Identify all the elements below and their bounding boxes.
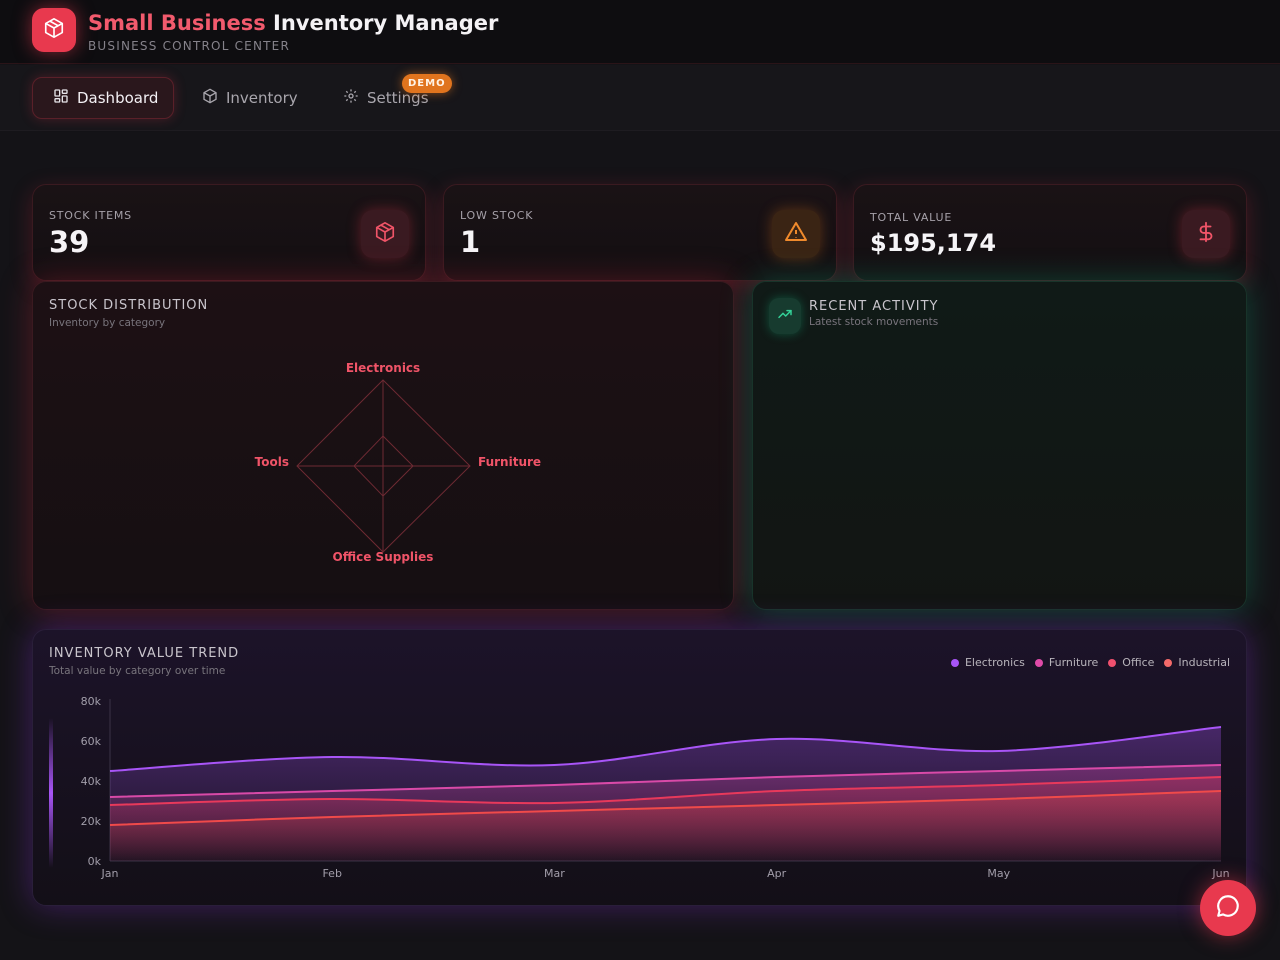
legend-item-industrial: Industrial <box>1164 656 1230 669</box>
series-line-industrial <box>109 790 1222 826</box>
app-title-rest: Inventory Manager <box>273 11 499 35</box>
legend-dot <box>1108 658 1117 667</box>
chat-button[interactable] <box>1200 880 1256 936</box>
stock-distribution-panel: STOCK DISTRIBUTION Inventory by category… <box>32 281 734 610</box>
tab-settings[interactable]: Settings <box>323 77 449 119</box>
legend-dot <box>1164 658 1173 667</box>
radar-label-electronics: Electronics <box>346 361 420 375</box>
tab-inventory[interactable]: Inventory <box>182 77 318 119</box>
series-line-office <box>109 776 1222 806</box>
warning-icon <box>784 220 808 248</box>
radar-label-office-supplies: Office Supplies <box>333 550 434 564</box>
box-icon <box>43 17 65 43</box>
area-chart: 0k 20k 40k 60k 80k Jan Feb Mar Apr May Jun <box>81 695 1230 880</box>
stat-icon-box <box>1182 210 1230 258</box>
tab-inventory-label: Inventory <box>226 89 298 107</box>
stat-value: 1 <box>460 225 481 259</box>
panel-subtitle: Total value by category over time <box>49 665 226 677</box>
legend-dot <box>950 658 959 667</box>
tab-dashboard[interactable]: Dashboard <box>32 77 174 119</box>
x-tick-label: Jan <box>101 867 119 880</box>
stat-icon-box <box>361 210 409 258</box>
stat-label: LOW STOCK <box>460 209 534 222</box>
y-tick-label: 20k <box>81 815 102 828</box>
stat-label: STOCK ITEMS <box>49 209 132 222</box>
stat-card-total-value: TOTAL VALUE $195,174 <box>853 184 1247 281</box>
dollar-icon <box>1195 221 1217 247</box>
x-tick-label: Mar <box>544 867 565 880</box>
legend-label: Furniture <box>1048 656 1099 669</box>
legend-dot <box>1034 658 1043 667</box>
value-trend-panel: INVENTORY VALUE TREND Total value by cat… <box>32 629 1247 906</box>
x-tick-label: Feb <box>322 867 341 880</box>
trending-up-icon <box>777 306 793 326</box>
demo-badge: DEMO <box>402 74 452 93</box>
y-tick-label: 0k <box>88 855 102 868</box>
panel-title: STOCK DISTRIBUTION <box>49 298 209 313</box>
x-tick-label: Jun <box>1211 867 1229 880</box>
panel-title: INVENTORY VALUE TREND <box>49 646 240 661</box>
app-subtitle: BUSINESS CONTROL CENTER <box>88 39 290 53</box>
radar-label-tools: Tools <box>255 455 289 469</box>
activity-icon-box <box>769 298 801 334</box>
x-tick-label: May <box>987 867 1010 880</box>
stat-card-low-stock: LOW STOCK 1 <box>443 184 837 281</box>
recent-activity-panel: RECENT ACTIVITY Latest stock movements <box>752 281 1247 610</box>
stat-icon-box <box>772 210 820 258</box>
app-title-accent: Small Business <box>88 11 266 35</box>
legend-item-office: Office <box>1108 656 1154 669</box>
dashboard-icon <box>53 88 77 108</box>
main-nav: Dashboard Inventory Settings <box>0 65 1280 131</box>
panel-title: RECENT ACTIVITY <box>809 299 939 314</box>
y-tick-label: 60k <box>81 735 102 748</box>
chart-legend: Electronics Furniture Office Industrial <box>941 656 1230 669</box>
series-line-furniture <box>109 764 1222 798</box>
series-line-electronics <box>109 726 1222 772</box>
app-header: Small Business Inventory Manager BUSINES… <box>0 0 1280 64</box>
stat-label: TOTAL VALUE <box>870 211 953 224</box>
y-tick-label: 40k <box>81 775 102 788</box>
box-icon <box>202 88 226 108</box>
x-tick-label: Apr <box>767 867 787 880</box>
chart-glow-bar <box>49 718 53 868</box>
tab-settings-label: Settings <box>367 89 429 107</box>
legend-item-electronics: Electronics <box>950 656 1025 669</box>
radar-label-furniture: Furniture <box>478 455 541 469</box>
stat-value: 39 <box>49 225 90 259</box>
chat-icon <box>1215 893 1241 923</box>
panel-subtitle: Latest stock movements <box>809 316 939 328</box>
app-title: Small Business Inventory Manager <box>88 11 498 35</box>
series-area-industrial <box>110 791 1221 861</box>
stat-value: $195,174 <box>870 229 997 257</box>
y-tick-label: 80k <box>81 695 102 708</box>
legend-label: Industrial <box>1178 656 1230 669</box>
box-icon <box>374 221 396 247</box>
app-logo <box>32 8 76 52</box>
tab-dashboard-label: Dashboard <box>77 89 159 107</box>
gear-icon <box>343 88 367 108</box>
legend-label: Electronics <box>964 656 1025 669</box>
legend-item-furniture: Furniture <box>1034 656 1099 669</box>
panel-subtitle: Inventory by category <box>49 317 166 329</box>
legend-label: Office <box>1122 656 1155 669</box>
stat-card-stock-items: STOCK ITEMS 39 <box>32 184 426 281</box>
radar-chart: Electronics Furniture Office Supplies To… <box>255 361 541 564</box>
